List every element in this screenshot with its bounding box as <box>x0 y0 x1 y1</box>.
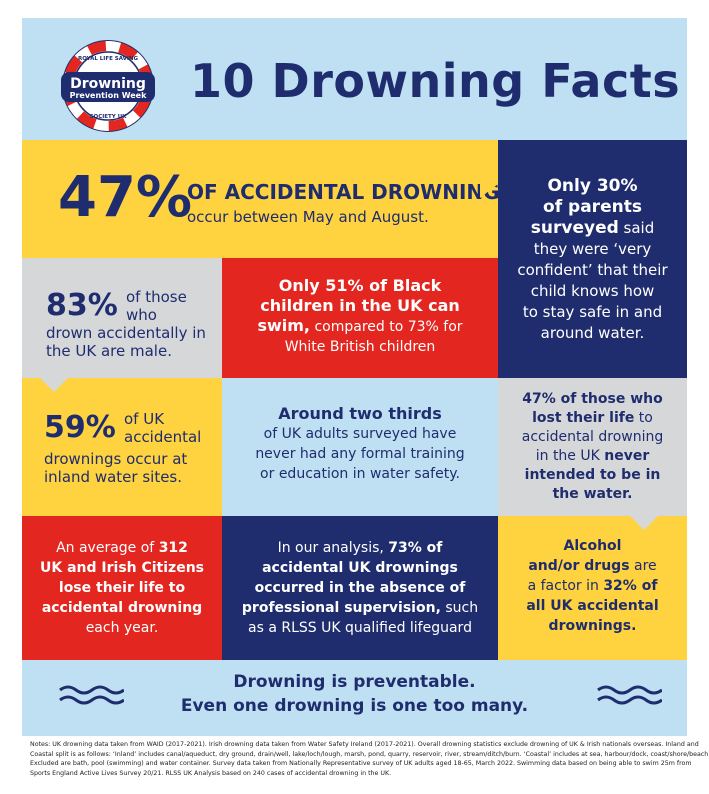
fact-9-text: such <box>440 600 479 616</box>
fact-9-text: In our analysis, <box>277 540 389 556</box>
closing-line-2: Even one drowning is one too many. <box>180 696 529 716</box>
fact-5-percentage: 59% <box>44 410 116 445</box>
fact-6-text: never had any formal training <box>255 446 465 462</box>
fact-7-pointer <box>630 516 658 530</box>
fact-10-emphasis: and/or drugs <box>528 558 630 574</box>
fact-1-text: occur between May and August. <box>187 208 429 226</box>
fact-7-text: to <box>634 410 653 426</box>
fact-3-pointer <box>40 378 68 392</box>
fact-8-line: lose their life to <box>58 580 186 596</box>
fact-6-heading: Around two thirds <box>278 404 442 423</box>
fact-7-line: accidental drowning <box>521 429 664 445</box>
fact-2-line: confident’ that their <box>517 261 668 279</box>
fact-card-1: 47% OF ACCIDENTAL DROWNINGS occur betwee… <box>22 140 514 258</box>
fact-4-heading: Only 51% of Black <box>278 276 442 295</box>
fact-10-line: Alcohol <box>563 538 622 554</box>
fact-1-heading: OF ACCIDENTAL DROWNINGS <box>187 180 514 204</box>
fact-8-text: An average of <box>56 540 159 556</box>
fact-card-6: Around two thirds of UK adults surveyed … <box>222 378 498 516</box>
fact-2-emphasis: surveyed <box>530 218 619 238</box>
logo-org-bottom: SOCIETY UK <box>90 114 128 120</box>
logo-org-top: ROYAL LIFE SAVING <box>78 56 139 62</box>
fact-5-text-top: of UK accidental <box>124 410 202 446</box>
fact-4-emphasis: swim, <box>257 316 310 335</box>
fact-3-percentage: 83% <box>46 288 118 323</box>
fact-9-line: as a RLSS UK qualified lifeguard <box>248 620 472 636</box>
fact-8-line: accidental drowning <box>41 600 203 616</box>
footnote-line: Excluded are bath, pool (swimming) and w… <box>30 760 692 767</box>
fact-2-line: to stay safe in and <box>522 303 663 321</box>
fact-7-emphasis: never <box>604 448 650 464</box>
fact-4-heading: children in the UK can <box>260 296 460 315</box>
footnote-line: Notes: UK drowning data taken from WAID … <box>30 741 699 748</box>
fact-6-text: or education in water safety. <box>260 466 460 482</box>
fact-10-text: a factor in <box>527 578 604 594</box>
fact-2-line: Only 30% <box>547 176 638 196</box>
footnotes: Notes: UK drowning data taken from WAID … <box>30 740 709 778</box>
fact-4-text: compared to 73% for <box>310 319 463 335</box>
fact-card-5: 59% of UK accidental drownings occur at … <box>22 378 222 516</box>
fact-4-text: White British children <box>284 339 436 355</box>
fact-5-text-bottom: drownings occur at inland water sites. <box>44 450 188 486</box>
fact-card-3: 83% of those who drown accidentally in t… <box>22 258 222 378</box>
fact-7-line: 47% of those who <box>522 391 663 407</box>
page-title: 10 Drowning Facts <box>190 54 681 108</box>
closing-banner: Drowning is preventable. Even one drowni… <box>22 660 687 736</box>
logo-word-prevention-week: Prevention Week <box>70 91 148 100</box>
fact-7-line: the water. <box>552 486 633 502</box>
waves-left-icon <box>59 685 124 705</box>
fact-7-emphasis: lost their life <box>532 410 635 426</box>
fact-6-text: of UK adults surveyed have <box>263 426 457 442</box>
logo-word-drowning: Drowning <box>70 76 146 92</box>
fact-7-line: intended to be in <box>524 467 661 483</box>
fact-8-line: UK and Irish Citizens <box>40 560 204 576</box>
fact-9-line: accidental UK drownings <box>262 560 458 576</box>
fact-10-line: all UK accidental <box>526 598 659 614</box>
fact-card-8: An average of 312 UK and Irish Citizens … <box>22 516 222 660</box>
fact-card-9: In our analysis, 73% of accidental UK dr… <box>222 516 498 660</box>
fact-3-text-top: of those who <box>126 288 187 324</box>
closing-line-1: Drowning is preventable. <box>233 672 476 692</box>
fact-2-line: around water. <box>540 324 645 342</box>
fact-2-line: they were ‘very <box>533 240 652 258</box>
fact-9-emphasis: 73% of <box>388 540 443 556</box>
fact-card-4: Only 51% of Black children in the UK can… <box>222 258 498 378</box>
fact-2-line: of parents <box>543 197 642 217</box>
fact-card-7: 47% of those who lost their life to acci… <box>498 378 687 516</box>
footnote-line: Coastal split is as follows: ‘Inland’ in… <box>30 750 709 758</box>
fact-7-text: in the UK <box>535 448 605 464</box>
fact-1-percentage: 47% <box>58 165 193 230</box>
fact-8-emphasis: 312 <box>158 540 188 556</box>
fact-10-line: drownings. <box>548 618 637 634</box>
fact-10-text: are <box>629 558 657 574</box>
waves-right-icon <box>597 685 662 705</box>
drowning-prevention-week-logo: ROYAL LIFE SAVING Drowning Prevention We… <box>61 40 155 132</box>
fact-10-emphasis: 32% of <box>603 578 658 594</box>
fact-3-text-bottom: drown accidentally in the UK are male. <box>46 324 206 360</box>
fact-1-pointer <box>480 170 498 198</box>
footnote-line: Sports England Active Lives Survey 20/21… <box>30 769 392 777</box>
fact-card-2: Only 30% of parents surveyed said they w… <box>498 140 687 378</box>
fact-9-emphasis: professional supervision, <box>241 600 441 616</box>
fact-9-line: occurred in the absence of <box>254 580 466 596</box>
fact-2-line: child knows how <box>530 282 655 300</box>
fact-2-text: said <box>618 219 655 237</box>
fact-card-10: Alcohol and/or drugs are a factor in 32%… <box>498 516 687 660</box>
fact-8-line: each year. <box>85 620 159 636</box>
